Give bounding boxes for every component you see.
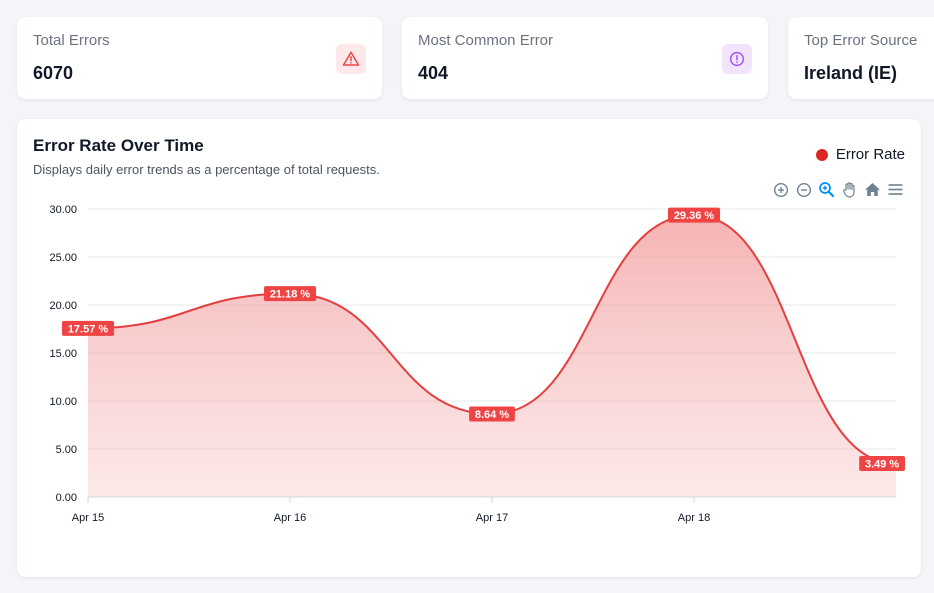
chart-subtitle: Displays daily error trends as a percent… bbox=[33, 162, 380, 177]
data-label-text: 21.18 % bbox=[270, 289, 311, 301]
stat-label: Top Error Source bbox=[804, 32, 918, 49]
data-label-text: 8.64 % bbox=[475, 409, 509, 421]
alert-badge bbox=[722, 44, 752, 74]
data-label-text: 29.36 % bbox=[674, 210, 715, 222]
data-label: 3.49 % bbox=[859, 455, 905, 471]
stat-card-most-common-error: Most Common Error 404 bbox=[402, 17, 768, 99]
data-label: 8.64 % bbox=[469, 406, 515, 422]
error-rate-chart-card: 0.00 5.00 10.00 15.00 20.00 25.00 30.00 Apr 15 A… bbox=[17, 119, 921, 577]
warning-badge bbox=[336, 44, 366, 74]
zoom-in-icon[interactable] bbox=[771, 180, 790, 199]
x-tick-label: Apr 16 bbox=[274, 512, 306, 524]
stat-label: Total Errors bbox=[33, 32, 110, 49]
data-label: 29.36 % bbox=[667, 207, 721, 223]
stat-label: Most Common Error bbox=[418, 32, 554, 49]
x-tick-label: Apr 15 bbox=[72, 512, 104, 524]
selection-zoom-icon[interactable] bbox=[817, 180, 836, 199]
stat-card-total-errors: Total Errors 6070 bbox=[17, 17, 382, 99]
y-tick-label: 0.00 bbox=[56, 492, 77, 504]
stat-value: 404 bbox=[418, 63, 449, 83]
chart-title: Error Rate Over Time bbox=[33, 136, 204, 155]
x-tick-label: Apr 17 bbox=[476, 512, 508, 524]
chart-legend[interactable]: Error Rate bbox=[815, 146, 905, 163]
chart-toolbar bbox=[771, 180, 905, 199]
y-tick-label: 20.00 bbox=[49, 300, 77, 312]
series-area-fill bbox=[88, 215, 896, 497]
error-rate-chart: 0.00 5.00 10.00 15.00 20.00 25.00 30.00 Apr 15 A… bbox=[49, 204, 905, 524]
zoom-out-icon[interactable] bbox=[794, 180, 813, 199]
data-label-bg bbox=[263, 286, 317, 302]
y-tick-label: 5.00 bbox=[56, 444, 77, 456]
series-line bbox=[87, 214, 897, 465]
warning-triangle-icon bbox=[342, 51, 360, 66]
data-label-text: 17.57 % bbox=[68, 323, 109, 335]
menu-icon[interactable] bbox=[886, 180, 905, 199]
y-tick-label: 10.00 bbox=[49, 396, 77, 408]
reset-home-icon[interactable] bbox=[863, 180, 882, 199]
y-tick-label: 30.00 bbox=[49, 204, 77, 216]
stat-card-top-error-source: Top Error Source Ireland (IE) bbox=[788, 17, 934, 99]
data-label-text: 3.49 % bbox=[865, 458, 899, 470]
data-label: 17.57 % bbox=[61, 320, 115, 336]
stat-value: 6070 bbox=[33, 63, 74, 83]
y-tick-label: 25.00 bbox=[49, 252, 77, 264]
data-label-bg bbox=[469, 406, 515, 422]
data-label-bg bbox=[859, 455, 905, 471]
y-tick-label: 15.00 bbox=[49, 348, 77, 360]
data-label: 21.18 % bbox=[263, 286, 317, 302]
stat-value: Ireland (IE) bbox=[804, 63, 898, 83]
alert-circle-icon bbox=[729, 51, 745, 67]
legend-label: Error Rate bbox=[835, 146, 905, 163]
legend-marker bbox=[815, 148, 828, 161]
data-label-bg bbox=[667, 207, 721, 223]
x-tick-label: Apr 18 bbox=[678, 512, 710, 524]
data-label-bg bbox=[61, 320, 115, 336]
pan-hand-icon[interactable] bbox=[840, 180, 859, 199]
